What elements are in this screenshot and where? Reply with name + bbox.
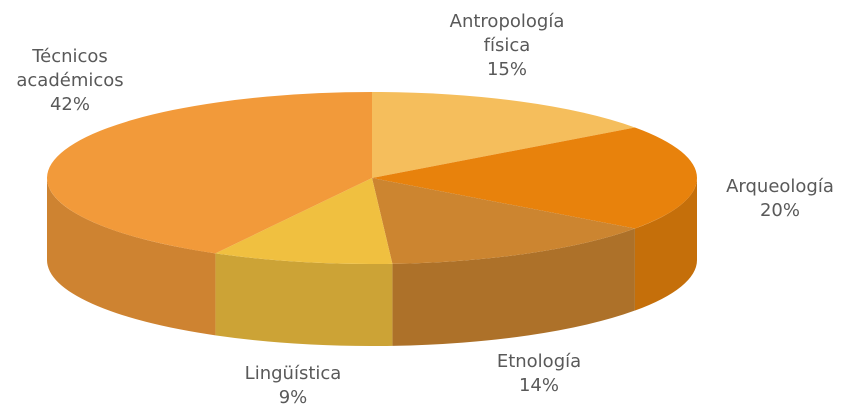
data-label: Lingüística 9% [203, 362, 383, 408]
data-label: Antropología física 15% [432, 10, 582, 82]
pie-slice [372, 127, 698, 229]
category-label: Etnología [496, 351, 582, 372]
value-label: 42% [49, 94, 90, 115]
value-label: 15% [486, 59, 527, 80]
pie-slice-side [47, 178, 216, 336]
category-label: Lingüística [244, 363, 342, 384]
pie-slice [372, 178, 635, 264]
pie-slice-side [392, 228, 635, 346]
category-label: Técnicos académicos [16, 46, 124, 91]
value-label: 9% [278, 387, 308, 408]
pie-slice-side [215, 253, 393, 346]
data-label: Etnología 14% [449, 350, 629, 398]
pie-slice [46, 92, 372, 254]
data-label: Arqueología 20% [690, 175, 848, 223]
value-label: 14% [518, 375, 559, 396]
category-label: Arqueología [726, 176, 834, 197]
pie-slice [215, 178, 393, 264]
pie-slice [372, 92, 635, 178]
value-label: 20% [759, 200, 800, 221]
category-label: Antropología física [449, 11, 565, 56]
data-label: Técnicos académicos 42% [0, 45, 145, 117]
pie-slice-side [634, 178, 697, 311]
